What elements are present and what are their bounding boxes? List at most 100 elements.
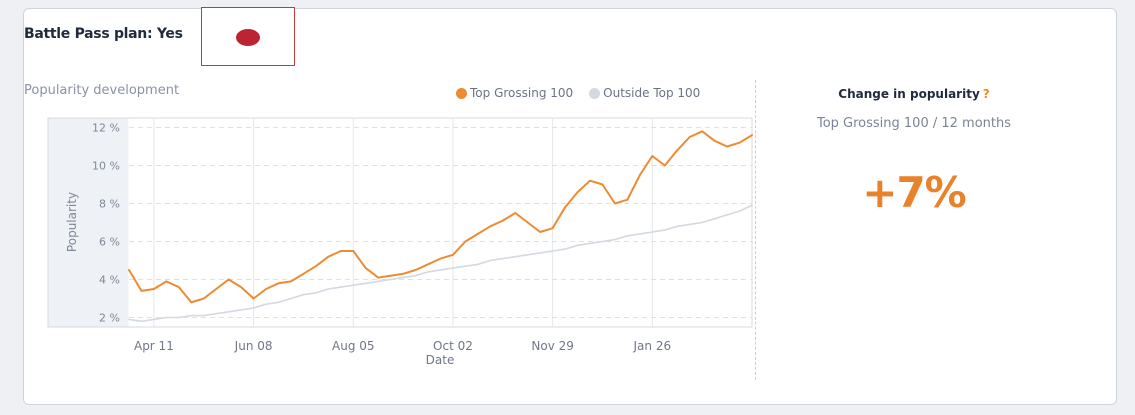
point-outside-top — [738, 210, 741, 212]
point-outside-top — [601, 240, 604, 243]
point-top-grossing — [215, 288, 217, 290]
point-top-grossing — [539, 231, 541, 233]
point-outside-top — [240, 309, 242, 311]
point-outside-top — [390, 278, 392, 281]
point-top-grossing — [153, 288, 155, 290]
change-popularity-title: Change in popularity? — [760, 87, 1068, 101]
legend-item-top-grossing[interactable]: Top Grossing 100 — [456, 86, 573, 100]
flag-box — [201, 7, 295, 66]
point-outside-top — [352, 284, 354, 286]
point-outside-top — [140, 320, 143, 322]
point-outside-top — [415, 275, 417, 277]
point-outside-top — [365, 282, 367, 284]
point-top-grossing — [315, 265, 317, 267]
point-outside-top — [552, 250, 554, 252]
point-top-grossing — [464, 240, 466, 243]
point-outside-top — [514, 256, 516, 258]
x-tick-label: Jan 26 — [633, 339, 672, 353]
y-tick-label: 6 % — [99, 236, 120, 249]
point-top-grossing — [178, 286, 180, 288]
change-popularity-subtitle: Top Grossing 100 / 12 months — [816, 116, 1012, 131]
point-outside-top — [377, 280, 379, 282]
point-top-grossing — [489, 225, 491, 227]
y-axis-label: Popularity — [65, 192, 79, 252]
point-top-grossing — [340, 250, 342, 252]
help-icon[interactable]: ? — [982, 87, 990, 101]
point-outside-top — [477, 263, 479, 265]
change-popularity-value: +7% — [862, 168, 967, 217]
point-top-grossing — [664, 164, 666, 167]
point-top-grossing — [203, 297, 205, 300]
point-top-grossing — [502, 220, 504, 222]
point-outside-top — [464, 265, 466, 267]
point-outside-top — [626, 235, 629, 237]
point-outside-top — [452, 267, 454, 269]
point-top-grossing — [327, 256, 329, 258]
x-axis-label: Date — [426, 353, 455, 367]
legend-item-outside-top[interactable]: Outside Top 100 — [589, 86, 700, 100]
y-axis-band — [48, 118, 129, 327]
y-tick-label: 8 % — [99, 198, 120, 211]
point-top-grossing — [639, 174, 641, 176]
point-outside-top — [676, 225, 678, 227]
point-top-grossing — [390, 275, 392, 277]
point-top-grossing — [290, 280, 292, 282]
point-outside-top — [215, 313, 217, 315]
point-outside-top — [577, 244, 579, 246]
point-outside-top — [315, 292, 317, 294]
change-popularity-title-text: Change in popularity — [838, 87, 980, 101]
chart-legend: Top Grossing 100 Outside Top 100 — [456, 86, 700, 100]
point-top-grossing — [165, 280, 167, 282]
point-outside-top — [203, 315, 205, 317]
point-outside-top — [277, 301, 280, 303]
point-top-grossing — [352, 250, 354, 252]
point-outside-top — [290, 297, 292, 300]
point-outside-top — [253, 307, 255, 309]
point-top-grossing — [128, 269, 130, 271]
y-tick-label: 12 % — [92, 122, 120, 135]
point-outside-top — [165, 316, 167, 319]
point-top-grossing — [589, 180, 591, 182]
x-tick-label: Oct 02 — [433, 339, 473, 353]
point-outside-top — [128, 318, 130, 320]
japan-flag-icon — [236, 29, 260, 46]
x-tick-label: Aug 05 — [332, 339, 375, 353]
point-top-grossing — [651, 155, 653, 157]
point-outside-top — [664, 229, 666, 231]
y-tick-label: 4 % — [99, 274, 120, 287]
point-top-grossing — [701, 130, 703, 132]
point-top-grossing — [477, 233, 479, 235]
point-top-grossing — [439, 258, 442, 260]
point-outside-top — [639, 233, 641, 235]
point-outside-top — [751, 204, 753, 206]
point-top-grossing — [726, 145, 728, 148]
chart-title: Popularity development — [24, 83, 180, 98]
point-top-grossing — [564, 206, 566, 208]
point-outside-top — [614, 239, 616, 241]
point-outside-top — [726, 214, 728, 216]
x-tick-label: Nov 29 — [531, 339, 574, 353]
point-top-grossing — [302, 273, 304, 275]
point-top-grossing — [277, 282, 280, 284]
point-top-grossing — [714, 140, 716, 142]
point-top-grossing — [402, 273, 404, 275]
point-top-grossing — [601, 183, 604, 186]
point-top-grossing — [527, 221, 529, 224]
point-top-grossing — [626, 199, 629, 201]
point-outside-top — [527, 254, 529, 256]
point-top-grossing — [190, 301, 192, 303]
battle-pass-plan-label: Battle Pass plan: Yes — [24, 26, 183, 42]
point-top-grossing — [552, 227, 554, 229]
point-top-grossing — [514, 212, 516, 214]
legend-label-top-grossing: Top Grossing 100 — [470, 86, 574, 100]
point-outside-top — [427, 271, 429, 273]
point-top-grossing — [415, 269, 417, 271]
point-top-grossing — [614, 202, 616, 205]
point-top-grossing — [427, 263, 429, 265]
point-outside-top — [439, 269, 442, 271]
point-top-grossing — [140, 290, 143, 292]
point-outside-top — [402, 277, 404, 279]
point-outside-top — [265, 303, 267, 305]
point-outside-top — [327, 288, 329, 290]
point-outside-top — [701, 221, 703, 224]
